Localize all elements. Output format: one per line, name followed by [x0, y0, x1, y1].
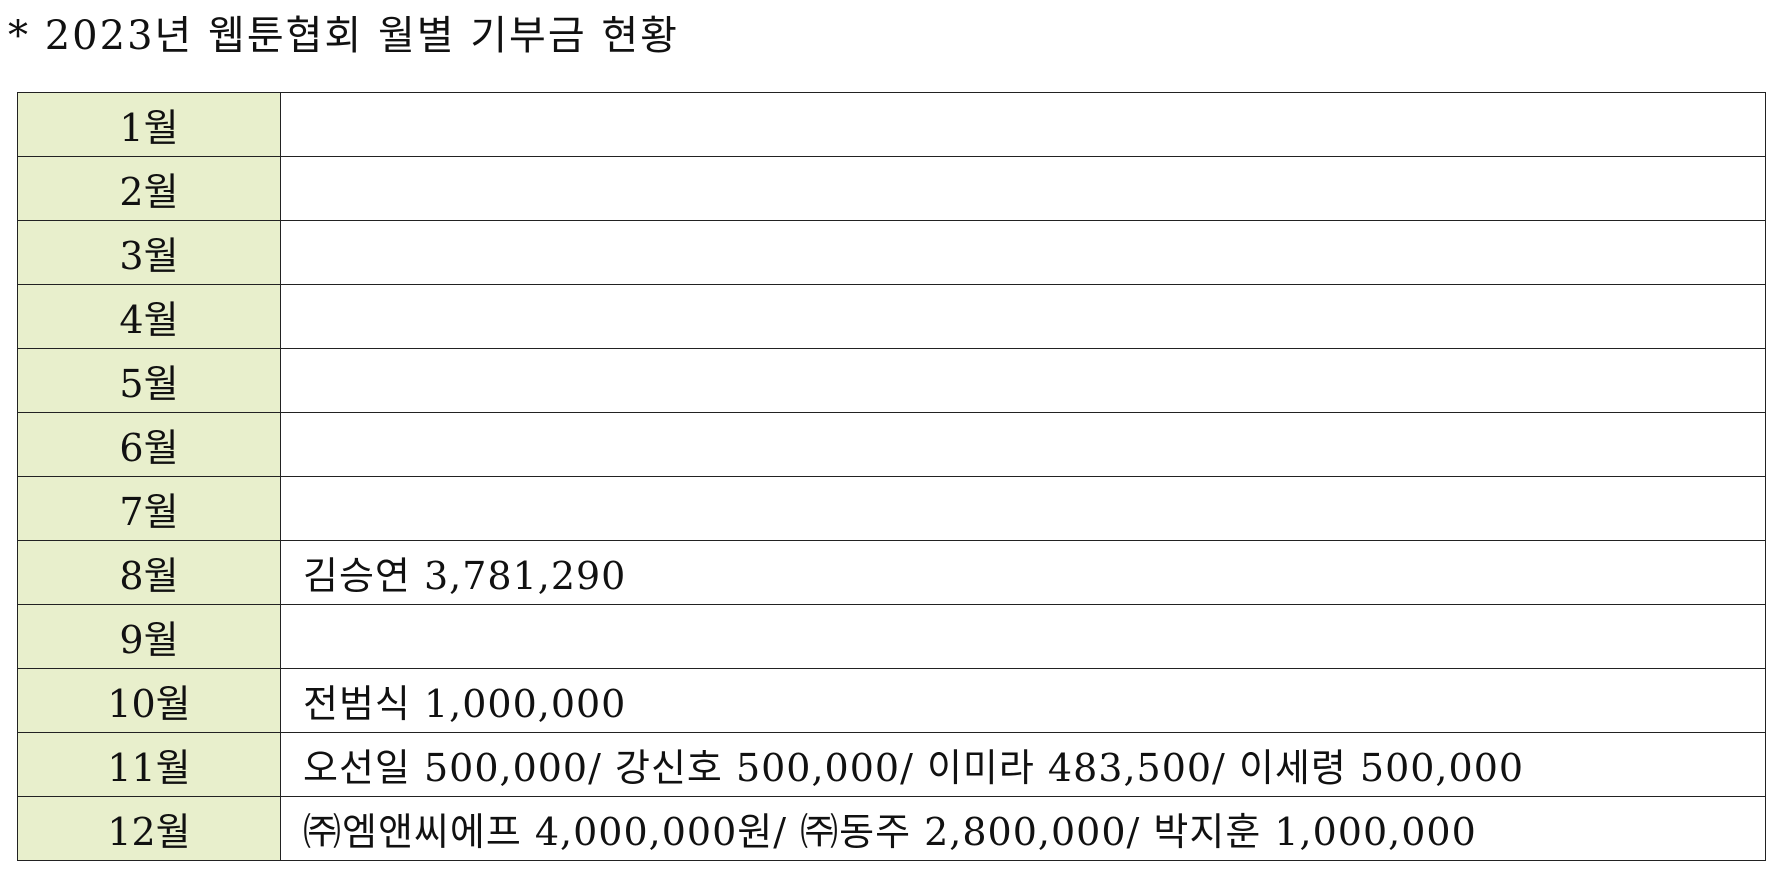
table-row: 1월	[17, 92, 1766, 157]
table-row: 4월	[17, 284, 1766, 349]
month-cell: 4월	[17, 284, 281, 349]
month-cell: 9월	[17, 604, 281, 669]
table-row: 6월	[17, 412, 1766, 477]
donation-detail-cell: 오선일 500,000/ 강신호 500,000/ 이미라 483,500/ 이…	[280, 732, 1766, 797]
month-cell: 5월	[17, 348, 281, 413]
table-row: 3월	[17, 220, 1766, 285]
table-row: 11월 오선일 500,000/ 강신호 500,000/ 이미라 483,50…	[17, 732, 1766, 797]
table-row: 2월	[17, 156, 1766, 221]
donation-detail-cell	[280, 220, 1766, 285]
donation-detail-cell: ㈜엠앤씨에프 4,000,000원/ ㈜동주 2,800,000/ 박지훈 1,…	[280, 796, 1766, 861]
table-row: 7월	[17, 476, 1766, 541]
table-row: 9월	[17, 604, 1766, 669]
page-title: * 2023년 웹툰협회 월별 기부금 현황	[8, 13, 679, 59]
month-cell: 6월	[17, 412, 281, 477]
month-cell: 2월	[17, 156, 281, 221]
donation-detail-cell	[280, 412, 1766, 477]
table-row: 5월	[17, 348, 1766, 413]
donation-detail-cell	[280, 348, 1766, 413]
donation-detail-cell: 전범식 1,000,000	[280, 668, 1766, 733]
month-cell: 11월	[17, 732, 281, 797]
donation-detail-cell	[280, 604, 1766, 669]
month-cell: 8월	[17, 540, 281, 605]
month-cell: 3월	[17, 220, 281, 285]
table-row: 8월 김승연 3,781,290	[17, 540, 1766, 605]
month-cell: 1월	[17, 92, 281, 157]
table-row: 10월 전범식 1,000,000	[17, 668, 1766, 733]
donation-detail-cell	[280, 156, 1766, 221]
donation-detail-cell	[280, 284, 1766, 349]
table-row: 12월 ㈜엠앤씨에프 4,000,000원/ ㈜동주 2,800,000/ 박지…	[17, 796, 1766, 861]
donation-detail-cell	[280, 476, 1766, 541]
donation-detail-cell	[280, 92, 1766, 157]
month-cell: 7월	[17, 476, 281, 541]
donation-table: 1월 2월 3월 4월 5월 6월 7월 8월 김승연 3,781	[17, 92, 1766, 861]
donation-detail-cell: 김승연 3,781,290	[280, 540, 1766, 605]
month-cell: 12월	[17, 796, 281, 861]
month-cell: 10월	[17, 668, 281, 733]
